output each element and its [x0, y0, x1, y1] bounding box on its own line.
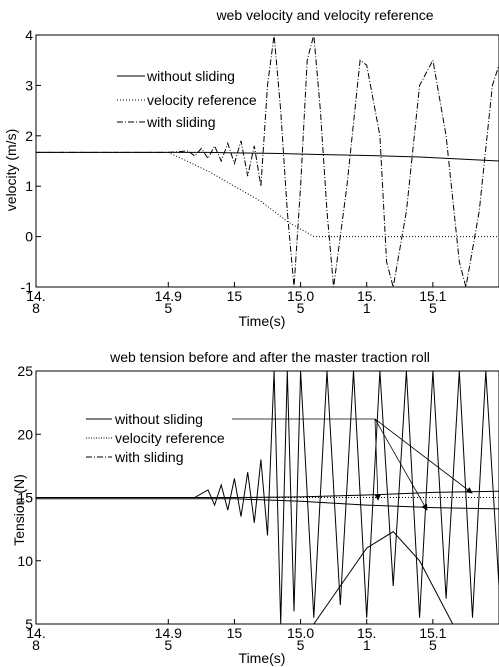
tension-x-axis-label: Time(s) — [239, 650, 286, 666]
x-tick-sublabel: 1 — [363, 637, 371, 653]
tension-legend: without sliding velocity reference with … — [86, 411, 225, 465]
x-tick-sublabel: 5 — [297, 300, 305, 316]
velocity-series — [36, 35, 499, 287]
x-tick-sublabel: 5 — [297, 637, 305, 653]
series-line-with-sliding — [36, 35, 499, 287]
tension-plot-frame — [35, 370, 499, 625]
x-tick-sublabel: 1 — [363, 300, 371, 316]
y-tick-label: 15 — [17, 490, 33, 506]
x-tick-label: 14.9 — [155, 625, 182, 641]
series-line-with-sliding-arches — [313, 531, 454, 624]
velocity-legend: without sliding velocity reference with … — [117, 68, 257, 130]
tension-annotation-arrows — [232, 418, 473, 511]
y-tick-label: 2 — [25, 128, 33, 144]
x-tick-sublabel: 5 — [429, 637, 437, 653]
y-tick-label: 5 — [25, 616, 33, 632]
velocity-plot-frame — [35, 34, 499, 288]
x-tick-sublabel: 5 — [164, 637, 172, 653]
velocity-x-axis-label: Time(s) — [239, 313, 286, 329]
x-tick-label: 14. — [26, 288, 45, 304]
y-tick-label: 10 — [17, 553, 33, 569]
velocity-chart: web velocity and velocity reference velo… — [3, 7, 499, 329]
annotation-arrow — [374, 418, 428, 511]
x-tick-label: 15.1 — [419, 625, 446, 641]
x-tick-label: 15 — [227, 288, 243, 304]
legend-label-velocity-reference: velocity reference — [147, 92, 257, 108]
y-tick-label: 25 — [17, 363, 33, 379]
legend-label-without-sliding: without sliding — [114, 411, 203, 427]
x-tick-label: 14. — [26, 625, 45, 641]
x-tick-label: 15.1 — [419, 288, 446, 304]
tension-series — [36, 371, 499, 624]
x-tick-label: 15. — [357, 288, 376, 304]
series-line-without-sliding-lower — [36, 498, 499, 510]
series-line-without-sliding — [36, 151, 499, 162]
tension-y-axis-label: Tension (N) — [11, 474, 27, 546]
y-tick-label: -1 — [21, 279, 34, 295]
legend-label-velocity-reference: velocity reference — [115, 430, 225, 446]
x-tick-sublabel: 8 — [32, 300, 40, 316]
velocity-chart-title: web velocity and velocity reference — [215, 7, 433, 23]
series-line-velocity-reference — [36, 151, 499, 238]
y-tick-label: 4 — [25, 27, 33, 43]
y-tick-label: 20 — [17, 426, 33, 442]
legend-label-with-sliding: with sliding — [146, 114, 215, 130]
x-tick-label: 15 — [227, 625, 243, 641]
x-tick-label: 15.0 — [287, 288, 314, 304]
annotation-arrow — [374, 418, 381, 501]
x-tick-sublabel: 5 — [429, 300, 437, 316]
tension-chart-title: web tension before and after the master … — [109, 349, 430, 365]
y-tick-label: 0 — [25, 229, 33, 245]
tension-chart: web tension before and after the master … — [11, 349, 499, 666]
annotation-arrow — [374, 418, 473, 494]
y-tick-label: 1 — [25, 178, 33, 194]
x-tick-sublabel: 5 — [164, 300, 172, 316]
legend-label-with-sliding: with sliding — [114, 449, 183, 465]
x-tick-label: 15.0 — [287, 625, 314, 641]
velocity-y-axis-label: velocity (m/s) — [3, 129, 19, 211]
x-tick-label: 15. — [357, 625, 376, 641]
series-line-without-sliding-upper — [36, 490, 499, 498]
legend-label-without-sliding: without sliding — [146, 68, 235, 84]
x-tick-sublabel: 8 — [32, 637, 40, 653]
y-tick-label: 3 — [25, 77, 33, 93]
series-line-with-sliding — [36, 371, 499, 624]
x-tick-label: 14.9 — [155, 288, 182, 304]
